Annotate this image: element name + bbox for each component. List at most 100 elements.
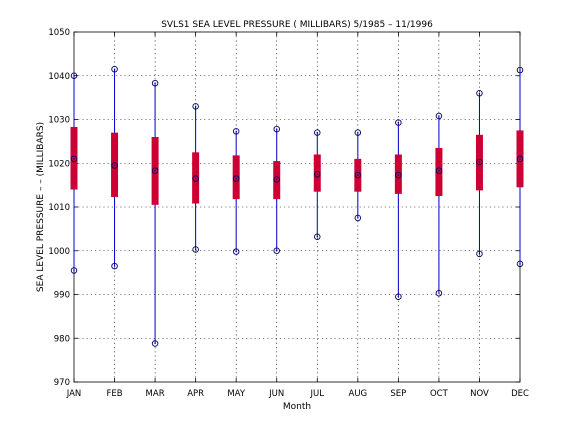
median-marker-dot (194, 177, 197, 180)
max-marker-dot (194, 105, 197, 108)
min-marker (232, 248, 240, 255)
max-marker (192, 103, 199, 110)
median-marker-dot (478, 161, 481, 163)
max-marker (232, 128, 240, 135)
x-tick-label: APR (187, 389, 204, 399)
median-marker-dot (276, 178, 278, 181)
max-marker (516, 66, 524, 74)
median-marker (111, 162, 118, 169)
min-marker-dot (478, 253, 481, 255)
min-marker (111, 262, 118, 270)
max-marker-dot (397, 121, 400, 124)
box-apr (192, 103, 200, 253)
min-marker-dot (235, 250, 237, 253)
max-marker-dot (438, 115, 440, 117)
y-axis-title: SEA LEVEL PRESSURE – – (MILLIBARS) (36, 122, 46, 292)
y-axis: 970 980 990 1000 1010 1020 1030 1040 1050 (48, 28, 520, 388)
y-tick-label: 1040 (48, 72, 70, 82)
box-plots (70, 65, 524, 347)
x-tick-label: FEB (106, 389, 122, 399)
max-marker (70, 72, 78, 79)
chart-title: SVLS1 SEA LEVEL PRESSURE ( MILLIBARS) 5/… (161, 20, 433, 30)
min-marker (476, 250, 483, 258)
box-jan (70, 72, 78, 274)
box-mar (151, 79, 159, 347)
median-marker (192, 175, 199, 182)
median-marker (232, 175, 240, 182)
min-marker-dot (316, 236, 318, 238)
median-marker-dot (519, 158, 521, 160)
y-tick-label: 1020 (48, 159, 70, 169)
x-tick-label: NOV (470, 389, 489, 399)
box-aug (354, 129, 362, 222)
median-marker-dot (113, 164, 116, 167)
median-marker (395, 171, 402, 179)
median-marker-dot (397, 174, 400, 176)
box-jul (313, 129, 321, 240)
x-tick-label: JUL (310, 389, 325, 399)
box (313, 154, 321, 192)
min-marker-dot (357, 217, 359, 219)
max-marker (395, 119, 402, 126)
median-marker-dot (73, 158, 75, 160)
median-marker (273, 176, 280, 183)
max-marker (111, 65, 118, 73)
min-marker-dot (276, 250, 278, 252)
max-marker (314, 129, 321, 136)
y-tick-label: 1030 (48, 116, 70, 126)
box (394, 154, 402, 194)
min-marker (314, 233, 321, 240)
y-tick-label: 970 (54, 378, 70, 388)
x-tick-label: MAY (227, 389, 245, 399)
x-tick-label: SEP (390, 389, 406, 399)
box-sep (394, 119, 402, 300)
max-marker-dot (478, 92, 481, 94)
box-dec (516, 66, 524, 268)
median-marker (314, 170, 321, 178)
median-marker-dot (154, 169, 156, 172)
median-marker (476, 158, 483, 166)
box (435, 147, 443, 197)
box-nov (475, 89, 483, 258)
max-marker-dot (113, 68, 116, 70)
box (232, 155, 240, 200)
box-jun (273, 125, 281, 254)
min-marker-dot (73, 269, 75, 272)
median-marker (435, 167, 443, 174)
median-marker (354, 171, 362, 179)
min-marker-dot (154, 342, 156, 345)
min-marker (516, 260, 524, 268)
min-marker-dot (397, 295, 400, 298)
y-tick-label: 1050 (48, 28, 70, 38)
y-tick-label: 980 (54, 334, 70, 344)
max-marker-dot (276, 128, 278, 130)
y-tick-label: 1000 (48, 247, 70, 257)
max-marker-dot (316, 131, 318, 134)
max-marker (435, 112, 443, 120)
max-marker (354, 129, 362, 136)
median-marker (70, 155, 78, 163)
y-tick-label: 990 (54, 291, 70, 301)
y-tick-label: 1010 (48, 203, 70, 213)
max-marker-dot (235, 130, 237, 133)
x-tick-label: OCT (430, 389, 449, 399)
x-tick-label: JUN (268, 389, 284, 399)
max-marker (273, 125, 280, 133)
min-marker-dot (194, 248, 197, 251)
max-marker-dot (73, 75, 75, 77)
max-marker-dot (357, 131, 359, 134)
min-marker-dot (438, 292, 440, 294)
max-marker-dot (154, 82, 156, 84)
x-tick-label: AUG (349, 389, 368, 399)
min-marker (273, 247, 280, 254)
min-marker (151, 340, 159, 347)
min-marker (70, 267, 78, 274)
min-marker (395, 293, 402, 300)
x-tick-label: MAR (146, 389, 165, 399)
box-may (232, 128, 240, 255)
x-axis: JAN FEB MAR APR MAY JUN JUL AUG SEP OCT NOV DEC (66, 32, 529, 399)
max-marker-dot (519, 69, 521, 71)
x-tick-label: DEC (511, 389, 529, 399)
box-feb (111, 65, 119, 270)
